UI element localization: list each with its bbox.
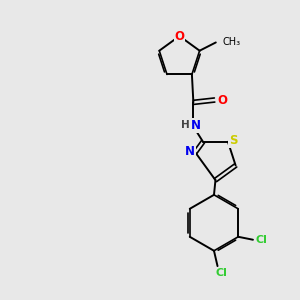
Text: O: O: [217, 94, 227, 106]
Text: Cl: Cl: [256, 235, 268, 245]
Text: S: S: [229, 134, 238, 147]
Text: N: N: [190, 119, 200, 132]
Text: H: H: [181, 120, 190, 130]
Text: O: O: [174, 29, 184, 43]
Text: N: N: [185, 145, 195, 158]
Text: Cl: Cl: [215, 268, 227, 278]
Text: CH₃: CH₃: [222, 38, 240, 47]
